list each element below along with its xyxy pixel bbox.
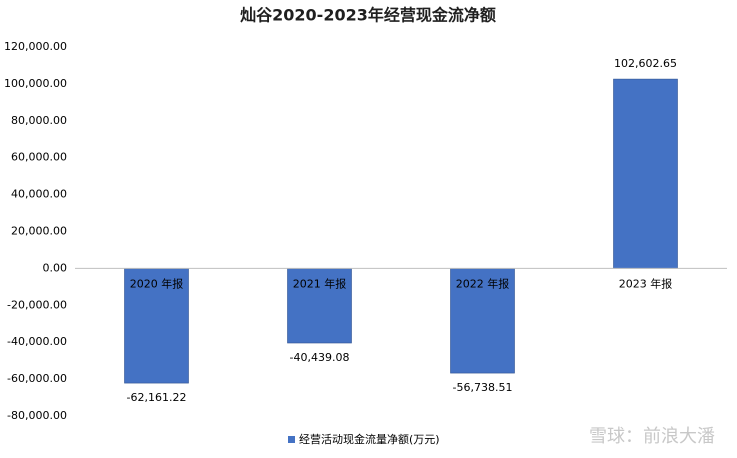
value-label: 102,602.65 [614,57,677,70]
x-tick-label: 2023 年报 [619,276,673,290]
legend-label: 经营活动现金流量净额(万元) [299,432,440,446]
value-label: -62,161.22 [127,391,187,404]
y-tick-label: -20,000.00 [7,298,67,311]
bar [124,268,189,384]
bar [287,268,352,344]
y-tick-label: 60,000.00 [11,151,67,164]
y-tick-label: -80,000.00 [7,409,67,422]
y-tick-label: -40,000.00 [7,335,67,348]
value-label: -40,439.08 [290,351,350,364]
chart-title: 灿谷2020-2023年经营现金流净额 [240,6,496,25]
y-tick-label: 20,000.00 [11,225,67,238]
y-tick-label: 40,000.00 [11,188,67,201]
bar [613,78,678,269]
y-tick-label: 120,000.00 [4,40,67,53]
x-tick-label: 2022 年报 [456,276,510,290]
y-tick-label: 100,000.00 [4,77,67,90]
y-tick-label: 80,000.00 [11,114,67,127]
y-tick-label: 0.00 [43,261,68,274]
watermark: 雪球：前浪大潘 [589,426,715,447]
y-tick-label: -60,000.00 [7,372,67,385]
legend-swatch [288,436,295,443]
x-tick-label: 2021 年报 [293,276,347,290]
value-label: -56,738.51 [453,381,513,394]
x-tick-label: 2020 年报 [130,276,184,290]
